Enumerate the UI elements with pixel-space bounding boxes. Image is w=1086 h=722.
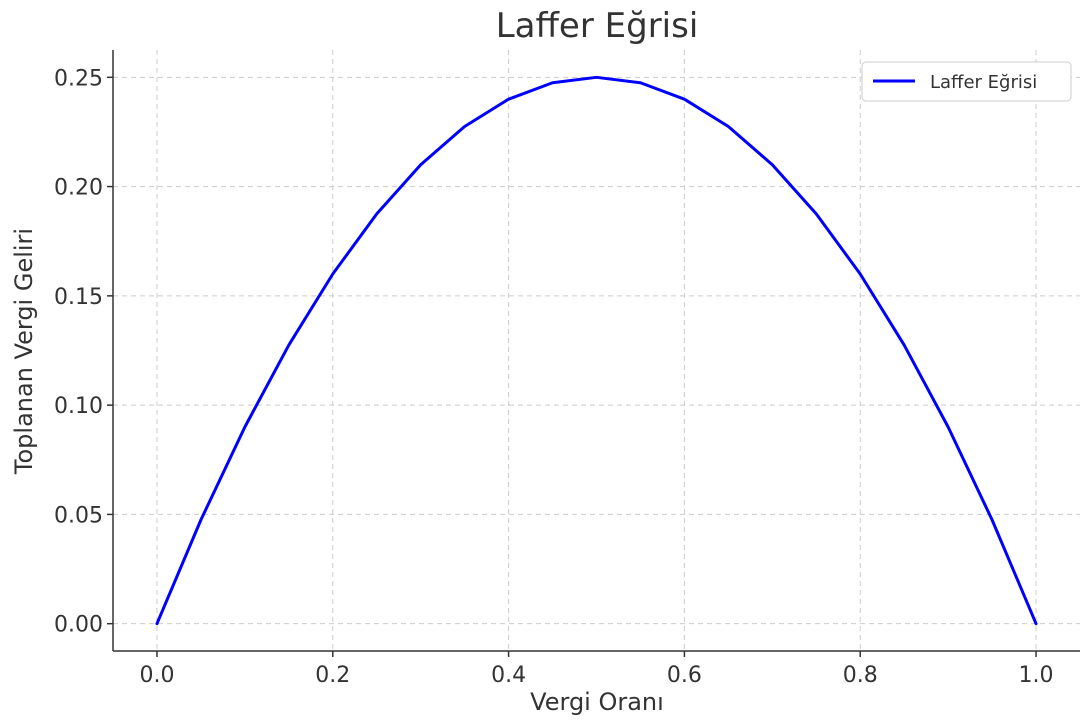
x-tick-label: 0.0 (139, 663, 174, 688)
series-lines (155, 75, 1038, 626)
legend: Laffer Eğrisi (861, 61, 1072, 102)
x-tick-label: 0.4 (491, 663, 526, 688)
x-tick-label: 0.2 (315, 663, 350, 688)
chart-title: Laffer Eğrisi (496, 6, 699, 46)
axis-ticks: 0.0 0.2 0.4 0.6 0.8 1.0 0.00 0.05 0.10 0.15 0.20 0.… (54, 66, 1054, 688)
grid-lines (113, 50, 1080, 651)
x-tick-label: 0.6 (667, 663, 702, 688)
y-tick-label: 0.20 (54, 176, 103, 201)
y-tick-label: 0.10 (54, 394, 103, 419)
y-tick-label: 0.05 (54, 503, 103, 528)
y-axis-label: Toplanan Vergi Geliri (10, 228, 38, 475)
y-tick-label: 0.00 (54, 613, 103, 638)
y-tick-label: 0.25 (54, 66, 103, 91)
x-tick-label: 1.0 (1019, 663, 1054, 688)
axes (112, 50, 1080, 652)
x-tick-label: 0.8 (843, 663, 878, 688)
y-tick-label: 0.15 (54, 285, 103, 310)
legend-box (861, 61, 1072, 102)
x-axis-label: Vergi Oranı (530, 688, 664, 716)
series-line-0 (155, 75, 1038, 626)
legend-label-laffer-egrisi: Laffer Eğrisi (930, 72, 1037, 93)
